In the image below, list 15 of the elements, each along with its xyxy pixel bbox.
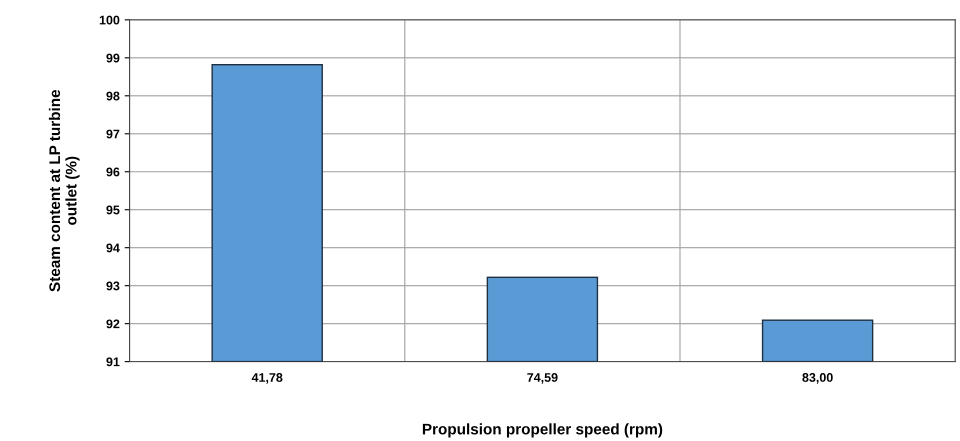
y-tick-label: 96 <box>106 168 120 176</box>
y-tick-label: 93 <box>106 281 120 290</box>
y-axis-title: Steam content at LP turbine outlet (%) <box>48 90 80 292</box>
y-tick-label: 91 <box>106 357 120 366</box>
y-tick-label: 94 <box>106 243 120 252</box>
y-tick-label: 99 <box>106 54 120 62</box>
x-tick-label: 74,59 <box>527 373 558 384</box>
y-tick-label: 95 <box>106 206 120 214</box>
y-tick-label: 98 <box>106 92 120 100</box>
x-tick-label: 41,78 <box>252 373 282 384</box>
y-tick-label: 100 <box>100 16 120 24</box>
y-tick-label: 92 <box>106 319 120 328</box>
x-tick-label: 83,00 <box>802 373 833 384</box>
y-tick-label: 97 <box>106 130 120 138</box>
x-axis-title: Propulsion propeller speed (rpm) <box>422 423 662 438</box>
